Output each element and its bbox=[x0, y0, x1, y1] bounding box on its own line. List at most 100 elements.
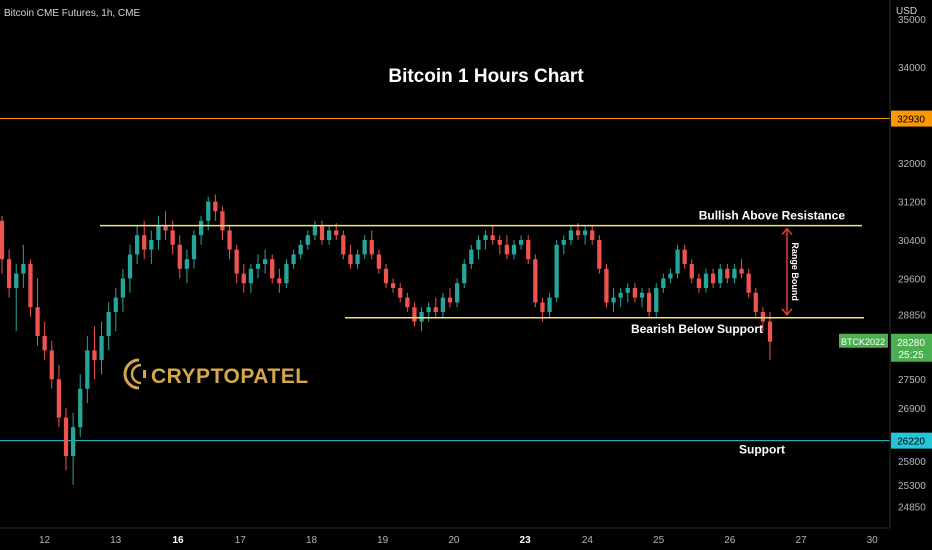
x-tick-label: 24 bbox=[582, 535, 594, 546]
y-tick-label: 25300 bbox=[898, 481, 926, 492]
candle-body bbox=[291, 254, 296, 264]
candle-body bbox=[654, 288, 659, 312]
candle-body bbox=[134, 235, 140, 255]
candle-body bbox=[561, 240, 566, 245]
candle-body bbox=[56, 379, 62, 418]
candle-body bbox=[462, 264, 467, 284]
range-arrow-head-down bbox=[781, 308, 793, 316]
candle-body bbox=[255, 264, 261, 269]
x-tick-label: 13 bbox=[110, 535, 122, 546]
candle-body bbox=[206, 201, 211, 221]
candle-body bbox=[568, 230, 574, 240]
candle-body bbox=[682, 249, 687, 264]
candle-body bbox=[639, 292, 645, 298]
candle-body bbox=[298, 244, 303, 255]
chart-title: Bitcoin 1 Hours Chart bbox=[388, 66, 584, 87]
candle-body bbox=[725, 268, 730, 279]
candle-body bbox=[590, 230, 595, 240]
candle-body bbox=[14, 273, 19, 288]
candle-body bbox=[582, 230, 588, 236]
candle-body bbox=[127, 254, 133, 279]
candle-body bbox=[28, 264, 33, 308]
cryptopatel-logo: CRYPTOPATEL bbox=[123, 358, 309, 390]
candle-body bbox=[696, 278, 702, 288]
candle-body bbox=[106, 312, 111, 336]
candle-body bbox=[547, 297, 552, 312]
current-price-label: 28280 bbox=[897, 338, 925, 349]
y-tick-label: 30400 bbox=[898, 236, 926, 247]
candle-body bbox=[362, 240, 367, 255]
candle-body bbox=[170, 230, 175, 245]
candle-body bbox=[85, 350, 90, 389]
symbol-badge-label: BTCK2022 bbox=[841, 337, 885, 347]
candle-body bbox=[163, 225, 168, 231]
symbol-badge bbox=[839, 333, 888, 348]
x-tick-label: 16 bbox=[172, 535, 184, 546]
y-tick-label: 35000 bbox=[898, 15, 926, 26]
x-tick-label: 18 bbox=[306, 535, 318, 546]
candle-body bbox=[355, 254, 360, 264]
candle-body bbox=[270, 259, 275, 279]
candle-body bbox=[504, 244, 510, 255]
candle-body bbox=[376, 254, 382, 269]
x-tick-label: 12 bbox=[39, 535, 51, 546]
candle-body bbox=[540, 302, 545, 312]
candle-body bbox=[0, 220, 5, 260]
currency-label: USD bbox=[896, 6, 917, 17]
y-tick-label: 28850 bbox=[898, 310, 926, 321]
candle-body bbox=[234, 249, 239, 274]
y-tick-label: 31200 bbox=[898, 198, 926, 209]
candle-body bbox=[703, 273, 709, 288]
current-price-badge bbox=[891, 333, 932, 362]
y-tick-label: 29600 bbox=[898, 274, 926, 285]
candle-body bbox=[42, 336, 47, 351]
candle-body bbox=[241, 273, 246, 284]
candle-body bbox=[476, 240, 481, 250]
candle-body bbox=[597, 240, 602, 269]
candle-body bbox=[511, 244, 517, 255]
support-label: Support bbox=[739, 443, 785, 457]
candles bbox=[0, 194, 773, 485]
candle-body bbox=[142, 235, 147, 250]
candle-body bbox=[341, 235, 346, 255]
y-tick-label: 26900 bbox=[898, 404, 926, 415]
candle-body bbox=[177, 244, 182, 269]
candle-body bbox=[312, 225, 318, 236]
candle-body bbox=[120, 278, 126, 298]
y-tick-label: 24850 bbox=[898, 502, 926, 513]
svg-text:CRYPTOPATEL: CRYPTOPATEL bbox=[151, 365, 309, 388]
candle-body bbox=[198, 220, 204, 236]
candle-body bbox=[454, 283, 460, 303]
candle-body bbox=[646, 292, 652, 312]
candle-body bbox=[718, 268, 723, 284]
candle-body bbox=[490, 235, 495, 240]
time-axis[interactable]: 12 13 16 17 18 19 20 23 24 25 26 27 30 bbox=[39, 535, 878, 546]
candle-body bbox=[21, 264, 26, 274]
candle-body bbox=[348, 254, 353, 264]
x-tick-label: 20 bbox=[448, 535, 460, 546]
candle-body bbox=[575, 230, 581, 236]
candle-body bbox=[440, 297, 446, 312]
candle-body bbox=[604, 268, 609, 303]
candle-body bbox=[526, 240, 531, 260]
range-arrow-head-up bbox=[781, 227, 793, 236]
candle-body bbox=[497, 240, 502, 245]
level-price-badge bbox=[891, 110, 932, 127]
candle-body bbox=[710, 273, 716, 284]
x-tick-label: 26 bbox=[724, 535, 736, 546]
horizontal-levels: Support bbox=[0, 118, 890, 457]
candle-body bbox=[149, 240, 154, 250]
candle-body bbox=[49, 350, 54, 380]
candle-body bbox=[277, 278, 282, 284]
x-tick-label: 23 bbox=[520, 535, 532, 546]
candle-body bbox=[518, 240, 524, 245]
candle-body bbox=[63, 417, 69, 456]
x-tick-label: 17 bbox=[235, 535, 247, 546]
candle-body bbox=[99, 336, 104, 360]
candle-body bbox=[739, 268, 744, 274]
candle-body bbox=[554, 244, 559, 298]
candle-body bbox=[326, 230, 332, 240]
y-tick-label: 34000 bbox=[898, 63, 926, 74]
level-price-label: 32930 bbox=[897, 115, 925, 126]
